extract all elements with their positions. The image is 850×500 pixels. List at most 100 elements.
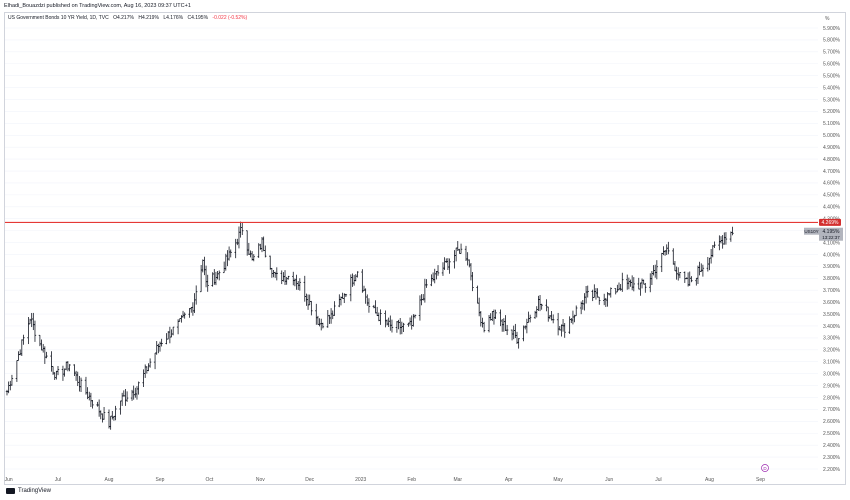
ohlc-bar xyxy=(328,314,331,325)
price-tag-symbol: US10Y xyxy=(804,229,818,234)
y-tick-label: 4.100% xyxy=(823,240,841,246)
price-tag-time: 13:22:37 xyxy=(822,235,840,240)
x-tick-label: Sep xyxy=(156,477,165,483)
ohlc-bar xyxy=(665,244,668,255)
ohlc-bar xyxy=(18,349,22,356)
ohlc-bar xyxy=(65,361,68,371)
ohlc-bar xyxy=(609,287,612,298)
ohlc-bar xyxy=(218,270,221,281)
y-tick-label: 5.500% xyxy=(823,73,841,79)
ohlc-bar xyxy=(443,257,446,270)
ohlc-bar xyxy=(280,270,283,285)
y-tick-label: 3.700% xyxy=(823,288,841,294)
ohlc-bar xyxy=(120,392,124,406)
ohlc-bar xyxy=(458,248,461,254)
ohlc-bar xyxy=(17,351,20,361)
ohlc-bar xyxy=(356,271,359,278)
ohlc-bar xyxy=(683,271,687,283)
ohlc-bar xyxy=(413,314,417,319)
x-tick-label: Sep xyxy=(756,477,765,483)
ohlc-bar xyxy=(89,392,93,407)
ohlc-bar xyxy=(180,315,183,323)
legend-open: O4.217% xyxy=(113,15,134,21)
ohlc-bar xyxy=(303,275,306,302)
ohlc-bar xyxy=(384,310,387,328)
x-tick-label: Dec xyxy=(305,477,314,483)
ohlc-bar xyxy=(606,292,609,307)
ohlc-bar xyxy=(422,294,425,301)
ohlc-bar xyxy=(395,321,399,333)
y-tick-label: 4.600% xyxy=(823,181,841,187)
ohlc-bar xyxy=(586,285,589,298)
ohlc-bar xyxy=(99,410,102,420)
ohlc-bar xyxy=(400,321,404,335)
ohlc-bar xyxy=(206,274,209,292)
ohlc-bar xyxy=(22,334,25,345)
y-tick-label: 3.500% xyxy=(823,312,841,318)
ohlc-bar xyxy=(551,314,555,324)
ohlc-bar xyxy=(10,374,14,386)
ohlc-bar xyxy=(397,319,400,330)
ohlc-bar xyxy=(389,315,392,331)
tradingview-logo[interactable]: TradingView xyxy=(6,488,51,494)
ohlc-bar xyxy=(130,389,134,401)
x-tick-label: Jun xyxy=(605,477,613,483)
ohlc-bar xyxy=(111,410,114,420)
ohlc-bar xyxy=(721,235,724,249)
ohlc-bar xyxy=(125,391,129,402)
x-tick-label: Aug xyxy=(705,477,714,483)
ohlc-bar xyxy=(257,243,260,258)
ohlc-bar xyxy=(222,261,226,274)
ohlc-bar xyxy=(40,339,43,351)
ohlc-bar xyxy=(190,306,193,313)
ohlc-bar xyxy=(653,264,657,278)
ohlc-bar xyxy=(431,272,435,282)
ohlc-bar xyxy=(148,358,152,368)
ohlc-bar xyxy=(581,299,585,310)
ohlc-bar xyxy=(616,284,619,293)
ohlc-bar xyxy=(655,260,659,280)
ohlc-bar xyxy=(545,299,548,312)
ohlc-bar xyxy=(239,221,242,238)
ohlc-bar xyxy=(287,275,290,280)
ohlc-bar xyxy=(361,269,364,293)
ohlc-bar xyxy=(364,288,367,304)
ohlc-bar xyxy=(632,277,636,292)
ohlc-bar xyxy=(629,279,632,287)
ohlc-bar xyxy=(91,399,94,409)
ohlc-bar xyxy=(550,311,553,321)
symbol-legend: US Government Bonds 10 YR Yield, 1D, TVC… xyxy=(8,15,250,21)
ohlc-bar xyxy=(510,329,514,341)
ohlc-bar xyxy=(385,319,389,326)
ohlc-bar xyxy=(410,315,413,330)
ohlc-bar xyxy=(298,278,302,291)
ohlc-bar xyxy=(596,288,599,298)
ohlc-bar xyxy=(112,415,116,421)
ohlc-bar xyxy=(168,326,172,344)
ohlc-bar xyxy=(97,399,101,417)
price-tag-symbol-box xyxy=(804,227,819,235)
legend-change: -0.022 (-0.52%) xyxy=(212,15,248,21)
ohlc-bar xyxy=(107,409,111,429)
ohlc-bar xyxy=(134,387,137,398)
ohlc-bar xyxy=(492,309,496,325)
ohlc-bar xyxy=(446,258,450,270)
ohlc-bar xyxy=(204,265,208,288)
ohlc-bar xyxy=(584,285,588,304)
price-axis-unit: % xyxy=(825,16,830,22)
ohlc-bar xyxy=(194,285,198,305)
ohlc-bar xyxy=(145,366,149,374)
publisher-caption: Elhadi_Bouazdzi published on TradingView… xyxy=(4,3,191,9)
y-tick-label: 2.800% xyxy=(823,395,841,401)
ohlc-bar xyxy=(245,230,249,256)
ohlc-bar xyxy=(142,369,145,387)
ohlc-bar xyxy=(700,263,703,273)
ohlc-bar xyxy=(672,248,675,265)
x-tick-label: Feb xyxy=(407,477,416,483)
ohlc-bar xyxy=(469,263,473,281)
x-tick-label: Mar xyxy=(453,477,462,483)
ohlc-bar xyxy=(563,323,566,338)
ohlc-bar xyxy=(153,352,157,370)
ohlc-bar xyxy=(512,325,515,340)
